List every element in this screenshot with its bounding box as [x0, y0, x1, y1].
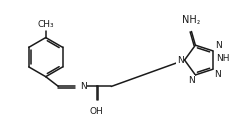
Text: N: N [80, 82, 87, 91]
Text: CH₃: CH₃ [37, 20, 54, 29]
Text: NH: NH [182, 15, 197, 25]
Text: N: N [188, 76, 194, 85]
Text: OH: OH [90, 107, 104, 116]
Text: ₂: ₂ [196, 17, 200, 26]
Text: N: N [214, 70, 221, 79]
Text: NH: NH [216, 54, 229, 63]
Text: N: N [177, 56, 184, 64]
Text: N: N [215, 41, 222, 50]
